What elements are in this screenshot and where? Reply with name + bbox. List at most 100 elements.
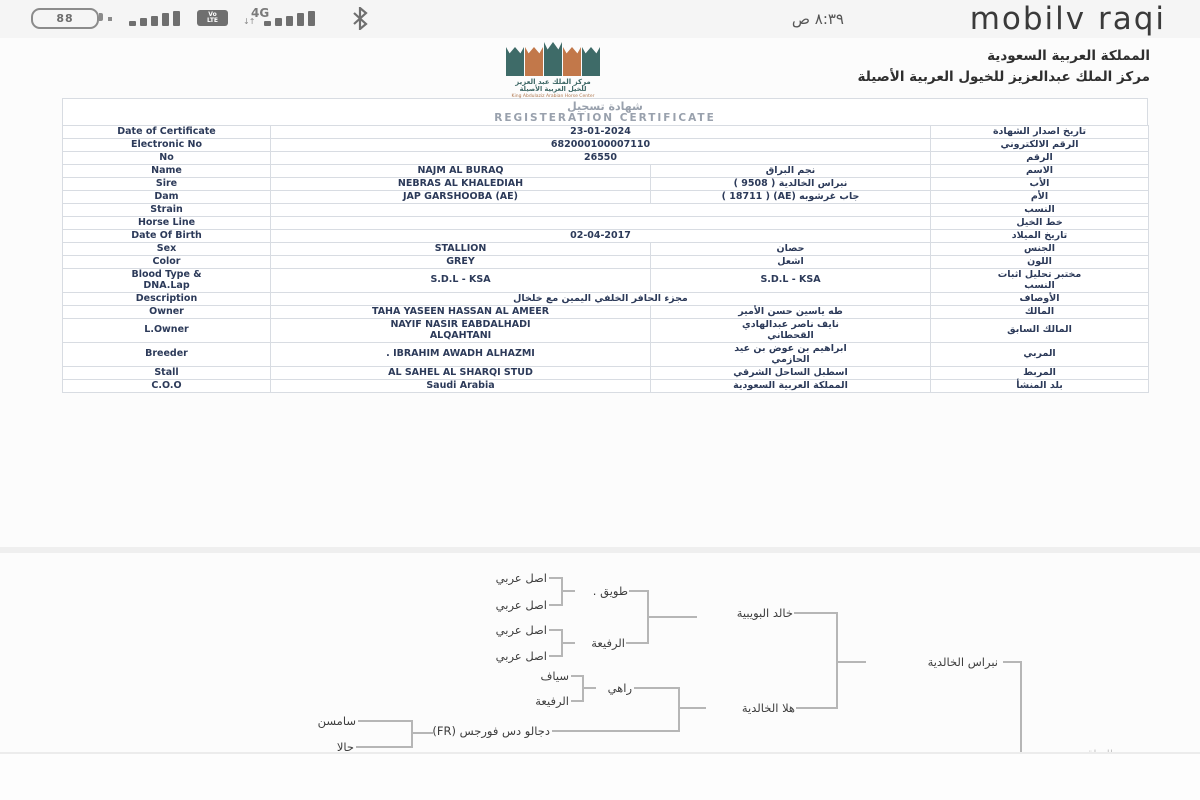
registration-certificate: شهادة تسجيل REGISTERATION CERTIFICATE Da… [62, 98, 1149, 394]
row-value-en: Saudi Arabia [270, 379, 651, 394]
signal-bar [286, 16, 293, 26]
connector-line [549, 604, 562, 606]
connector-line [679, 707, 706, 709]
logo-block [582, 47, 600, 76]
connector-line [629, 590, 648, 592]
pedigree-node: سياف [540, 669, 569, 683]
logo-title-ar-1: مركز الملك عبد العزيز [515, 78, 591, 86]
battery-nub-icon [99, 13, 103, 21]
row-value-en: AL SAHEL AL SHARQI STUD [270, 366, 651, 381]
clock-label: ٨:٣٩ ص [791, 10, 844, 28]
connector-line [562, 590, 575, 592]
row-value-en: S.D.L - KSA [270, 268, 651, 294]
connector-line [571, 675, 583, 677]
certificate-table: Date of Certificate 23-01-2024 تاريخ اصد… [62, 125, 1149, 394]
page-divider [0, 547, 1200, 553]
row-value-en: NEBRAS AL KHALEDIAH [270, 177, 651, 192]
pedigree-node: اصل عربي [495, 649, 547, 663]
table-row: No 26550 الرقم [62, 151, 1149, 166]
signal-bar [308, 11, 315, 26]
logo-blocks-icon [505, 42, 601, 76]
connector-line [648, 616, 697, 618]
row-label-en: C.O.O [62, 379, 271, 394]
signal-bar [173, 11, 180, 26]
connector-line [796, 707, 838, 709]
signal-bar [275, 18, 282, 26]
volte-icon: Vo LTE [197, 10, 228, 26]
logo-block [506, 47, 524, 76]
connector-line [583, 687, 596, 689]
status-bar: 88 Vo LTE 4G ↓↑ ٨:٣٩ ص mobilv raqi [0, 0, 1200, 38]
connector-line [678, 687, 680, 732]
pedigree-node: هلا الخالدية [741, 701, 795, 715]
battery-percent: 88 [56, 12, 74, 25]
table-row: Color GREY اشعل اللون [62, 255, 1149, 270]
table-row: Sire NEBRAS AL KHALEDIAH نبراس الخالدية … [62, 177, 1149, 192]
volte-top-label: Vo [208, 11, 217, 18]
connector-line [412, 732, 433, 734]
logo-title-ar-2: للخيل العربية الأصيلة [519, 85, 587, 94]
row-value-en: NAYIF NASIR EABDALHADI ALQAHTANI [270, 318, 651, 344]
table-row: L.Owner NAYIF NASIR EABDALHADI ALQAHTANI… [62, 318, 1149, 344]
connector-line [837, 661, 866, 663]
signal-bar [129, 21, 136, 26]
row-value-ar: نايف ناصر عبدالهادي القحطاني [650, 318, 931, 344]
certificate-title: شهادة تسجيل REGISTERATION CERTIFICATE [62, 98, 1148, 126]
signal-strength-icon [129, 11, 180, 26]
table-row: Date of Certificate 23-01-2024 تاريخ اصد… [62, 125, 1149, 140]
connector-line [794, 612, 838, 614]
pedigree-node: خالد البويبية [736, 606, 793, 620]
connector-line [549, 655, 562, 657]
table-row: Name NAJM AL BURAQ نجم البراق الاسم [62, 164, 1149, 179]
navigation-bar [0, 754, 1200, 800]
pedigree-node: طويق . [592, 584, 628, 598]
pedigree-node: نبراس الخالدية [927, 655, 998, 669]
battery-dot-icon [108, 17, 112, 21]
carrier-label: mobilv raqi [969, 1, 1166, 37]
pedigree-node: اصل عربي [495, 598, 547, 612]
signal-bar [151, 16, 158, 26]
table-row: C.O.O Saudi Arabia المملكة العربية السعو… [62, 379, 1149, 394]
logo-block [525, 47, 543, 76]
certificate-title-ar: شهادة تسجيل [567, 100, 643, 113]
connector-line [571, 700, 583, 702]
document-header: المملكة العربية السعودية مركز الملك عبدا… [858, 48, 1150, 85]
signal-bar [140, 18, 147, 26]
battery-icon: 88 [31, 8, 99, 29]
network-type-label: 4G [251, 6, 270, 20]
connector-line [358, 720, 412, 722]
center-name-title: مركز الملك عبدالعزيز للخيول العربية الأص… [857, 69, 1150, 85]
horse-center-logo: مركز الملك عبد العزيز للخيل العربية الأص… [505, 42, 601, 99]
table-row: Electronic No 682000100007110 الرقم الال… [62, 138, 1149, 153]
connector-line [552, 730, 680, 732]
row-label-ar: المربي [930, 342, 1149, 368]
logo-block [563, 47, 581, 76]
volte-bottom-label: LTE [206, 17, 219, 24]
pedigree-node: الرفيعة [535, 694, 569, 708]
connector-line [634, 687, 680, 689]
logo-title-en: King Abdulaziz Arabian Horse Center [511, 93, 595, 99]
signal-bar [264, 21, 271, 26]
data-arrows-icon: ↓↑ [243, 17, 255, 26]
pedigree-node: جالا [336, 740, 354, 754]
connector-line [1020, 661, 1022, 756]
pedigree-node: اصل عربي [495, 571, 547, 585]
connector-line [836, 612, 838, 709]
table-row: Stall AL SAHEL AL SHARQI STUD اسطبل السا… [62, 366, 1149, 381]
pedigree-node: راهي [607, 681, 632, 695]
pedigree-node: دجالو دس فورجس (FR) [432, 724, 550, 738]
connector-line [356, 746, 412, 748]
nav-divider [0, 752, 1200, 754]
signal-strength-icon-2 [264, 11, 315, 26]
table-row: Sex STALLION حصان الجنس [62, 242, 1149, 257]
bluetooth-icon [353, 7, 368, 30]
connector-line [549, 577, 562, 579]
connector-line [411, 720, 413, 748]
connector-line [626, 642, 648, 644]
logo-block [544, 42, 562, 76]
connector-line [549, 629, 562, 631]
connector-line [562, 642, 575, 644]
row-value-ar: المملكة العربية السعودية [650, 379, 931, 394]
